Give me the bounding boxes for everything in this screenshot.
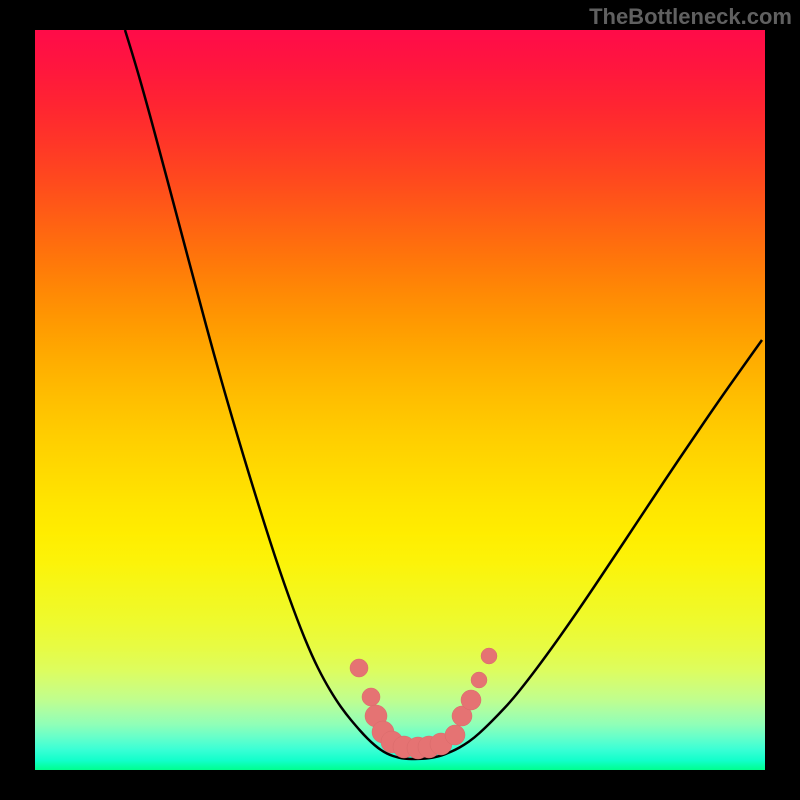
- gradient-plot-area: [35, 30, 765, 770]
- curve-marker: [461, 690, 481, 710]
- curve-marker: [471, 672, 487, 688]
- watermark-text: TheBottleneck.com: [589, 4, 792, 30]
- curve-marker: [445, 725, 465, 745]
- curve-marker: [350, 659, 368, 677]
- curve-marker: [481, 648, 497, 664]
- bottleneck-chart: [0, 0, 800, 800]
- curve-marker: [362, 688, 380, 706]
